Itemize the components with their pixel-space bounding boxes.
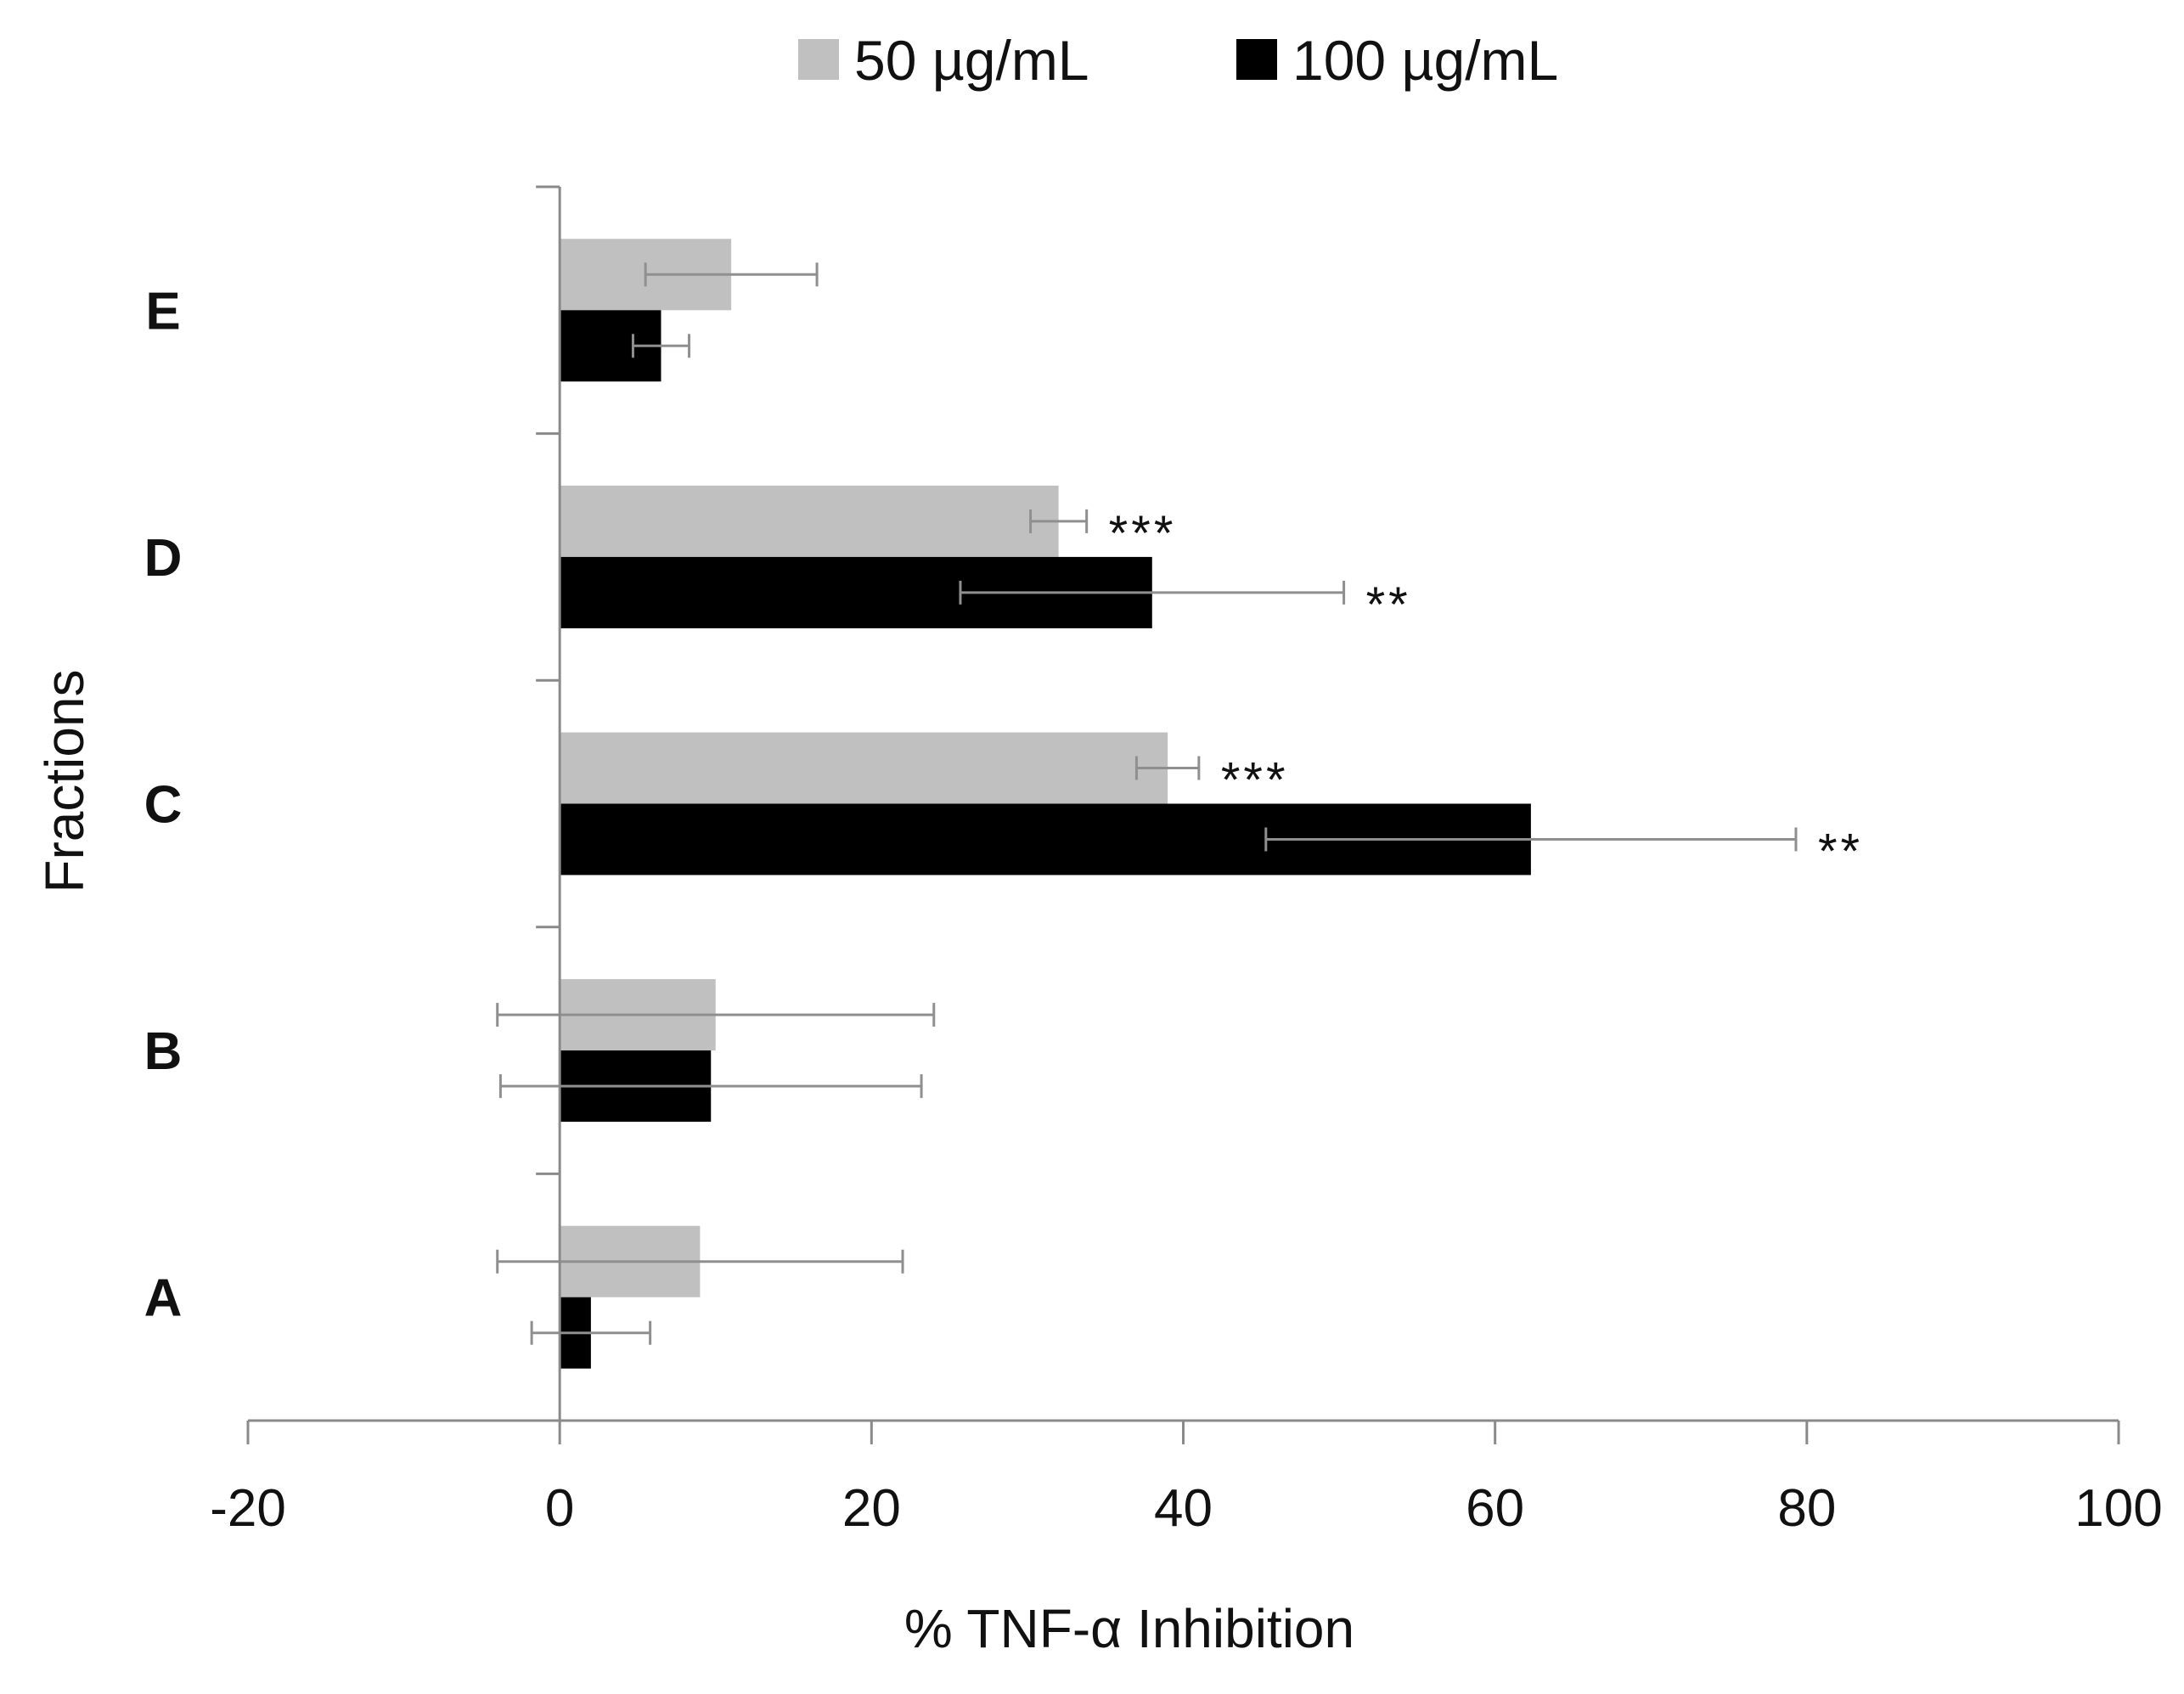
x-tick-label: 60 <box>1466 1479 1524 1538</box>
axes-layer <box>246 185 2120 1444</box>
category-label-d: D <box>144 529 183 588</box>
bar-d-series-1 <box>560 485 1059 557</box>
significance-label-d-series-2: ** <box>1366 577 1411 633</box>
legend-swatch-series-1 <box>798 39 839 80</box>
category-label-e: E <box>145 282 180 340</box>
legend-swatch-series-2 <box>1236 39 1277 80</box>
category-label-b: B <box>144 1022 183 1081</box>
bar-c-series-1 <box>560 732 1168 804</box>
y-axis-title: Fractions <box>34 669 95 892</box>
significance-label-c-series-1: *** <box>1221 753 1289 808</box>
x-tick-label: 0 <box>545 1479 574 1538</box>
legend-label-series-1: 50 µg/mL <box>854 29 1089 92</box>
category-label-a: A <box>144 1269 183 1328</box>
x-tick-label: 20 <box>842 1479 901 1538</box>
x-tick-label: 40 <box>1154 1479 1213 1538</box>
x-tick-label: 100 <box>2074 1479 2162 1538</box>
x-axis-title: % TNF-α Inhibition <box>904 1598 1354 1659</box>
significance-label-c-series-2: ** <box>1818 824 1863 880</box>
labels-layer: AB*****C*****DE-20 0 20 40 60 80 100 <box>144 282 2163 1538</box>
x-tick-label: -20 <box>210 1479 286 1538</box>
legend: 50 µg/mL 100 µg/mL <box>798 29 1558 92</box>
bars-layer <box>560 239 1531 1369</box>
significance-label-d-series-1: *** <box>1109 506 1177 561</box>
error-bars-layer <box>496 262 1798 1345</box>
x-tick-label: 80 <box>1777 1479 1836 1538</box>
category-label-c: C <box>144 776 183 835</box>
legend-label-series-2: 100 µg/mL <box>1292 29 1558 92</box>
